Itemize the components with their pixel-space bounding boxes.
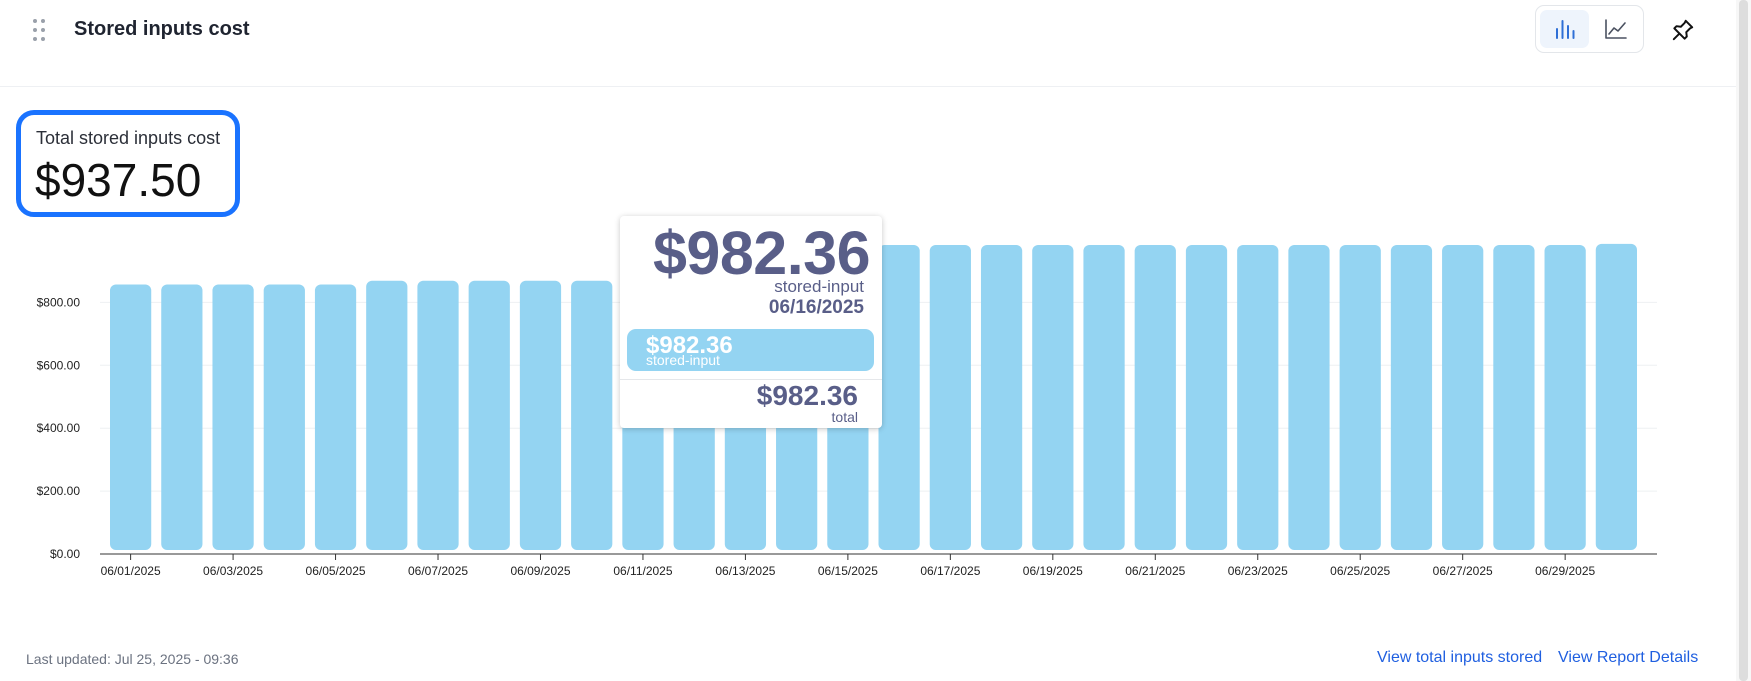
bar[interactable] bbox=[1237, 245, 1279, 550]
tooltip-item-value: $982.36 bbox=[646, 332, 733, 359]
bar[interactable] bbox=[212, 284, 254, 550]
x-tick-label: 06/27/2025 bbox=[1433, 564, 1493, 578]
tooltip-series-pill: $982.36 stored-input bbox=[627, 329, 874, 371]
bar[interactable] bbox=[571, 280, 613, 550]
y-tick-label: $400.00 bbox=[37, 421, 81, 435]
tooltip-divider bbox=[620, 379, 882, 380]
x-tick-label: 06/23/2025 bbox=[1228, 564, 1288, 578]
view-total-inputs-link[interactable]: View total inputs stored bbox=[1377, 649, 1543, 666]
drag-handle-icon[interactable] bbox=[33, 19, 47, 41]
bar[interactable] bbox=[263, 284, 305, 550]
kpi-label: Total stored inputs cost bbox=[36, 128, 221, 148]
bar[interactable] bbox=[1134, 245, 1176, 550]
x-tick-label: 06/21/2025 bbox=[1125, 564, 1185, 578]
bar-chart-icon bbox=[1555, 20, 1574, 39]
tooltip-item-name: stored-input bbox=[646, 352, 720, 368]
bar[interactable] bbox=[161, 284, 203, 550]
bar[interactable] bbox=[1493, 245, 1535, 550]
x-tick-label: 06/25/2025 bbox=[1330, 564, 1390, 578]
pin-icon bbox=[1672, 19, 1694, 41]
page-scrollbar[interactable] bbox=[1736, 0, 1751, 681]
x-tick-label: 06/01/2025 bbox=[101, 564, 161, 578]
line-chart-icon bbox=[1604, 19, 1627, 39]
bar[interactable] bbox=[1032, 245, 1074, 550]
bar[interactable] bbox=[366, 280, 408, 550]
bar[interactable] bbox=[1544, 245, 1586, 550]
scrollbar-thumb[interactable] bbox=[1739, 0, 1748, 681]
x-tick-label: 06/09/2025 bbox=[510, 564, 570, 578]
bar[interactable] bbox=[110, 284, 152, 550]
y-tick-label: $800.00 bbox=[37, 295, 81, 309]
card-header: Stored inputs cost bbox=[0, 0, 1736, 87]
x-tick-label: 06/07/2025 bbox=[408, 564, 468, 578]
pin-button[interactable] bbox=[1665, 12, 1701, 48]
last-updated-text: Last updated: Jul 25, 2025 - 09:36 bbox=[26, 651, 239, 667]
x-tick-label: 06/19/2025 bbox=[1023, 564, 1083, 578]
tooltip-total-value: $982.36 bbox=[756, 380, 858, 411]
bar[interactable] bbox=[1339, 245, 1381, 550]
tooltip-date: 06/16/2025 bbox=[768, 297, 864, 318]
bar-chart-toggle-button[interactable] bbox=[1540, 10, 1589, 48]
chart-type-toggle bbox=[1535, 5, 1644, 53]
y-tick-label: $200.00 bbox=[37, 484, 81, 498]
tooltip-series-name: stored-input bbox=[774, 277, 864, 296]
y-tick-label: $600.00 bbox=[37, 358, 81, 372]
bar[interactable] bbox=[519, 280, 562, 550]
total-cost-kpi: Total stored inputs cost $937.50 bbox=[16, 110, 240, 217]
bar[interactable] bbox=[1083, 245, 1125, 550]
x-tick-label: 06/05/2025 bbox=[306, 564, 366, 578]
x-tick-label: 06/17/2025 bbox=[920, 564, 980, 578]
bar[interactable] bbox=[314, 284, 357, 550]
bar[interactable] bbox=[929, 245, 971, 550]
view-report-details-link[interactable]: View Report Details bbox=[1558, 649, 1699, 666]
x-tick-label: 06/15/2025 bbox=[818, 564, 878, 578]
x-tick-label: 06/13/2025 bbox=[715, 564, 775, 578]
kpi-value: $937.50 bbox=[35, 154, 202, 206]
tooltip-value: $982.36 bbox=[653, 219, 871, 287]
x-tick-label: 06/03/2025 bbox=[203, 564, 263, 578]
bar[interactable] bbox=[468, 280, 510, 550]
bar[interactable] bbox=[1442, 245, 1484, 550]
bar[interactable] bbox=[1390, 245, 1433, 550]
bar[interactable] bbox=[1595, 243, 1637, 550]
x-tick-label: 06/29/2025 bbox=[1535, 564, 1595, 578]
bar[interactable] bbox=[980, 245, 1023, 550]
bar[interactable] bbox=[1288, 245, 1330, 550]
bar[interactable] bbox=[1185, 245, 1228, 550]
bar[interactable] bbox=[878, 245, 920, 550]
tooltip-total-label: total bbox=[831, 409, 858, 425]
chart-tooltip: $982.36 stored-input 06/16/2025 $982.36 … bbox=[620, 216, 882, 428]
x-tick-label: 06/11/2025 bbox=[613, 564, 672, 578]
line-chart-toggle-button[interactable] bbox=[1591, 10, 1640, 48]
bar[interactable] bbox=[417, 280, 459, 550]
card-title: Stored inputs cost bbox=[74, 18, 250, 40]
y-tick-label: $0.00 bbox=[50, 547, 80, 561]
